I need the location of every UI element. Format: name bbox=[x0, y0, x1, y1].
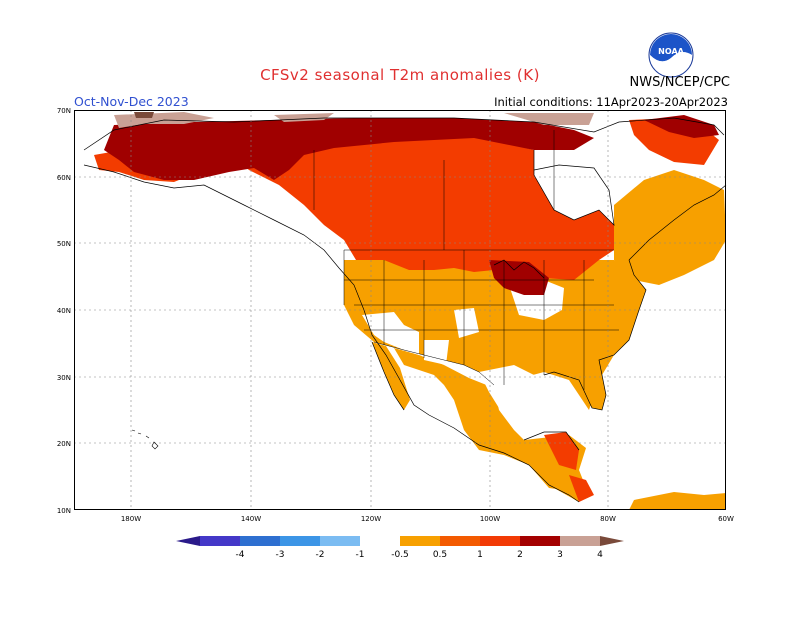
colorbar-segment bbox=[560, 536, 600, 546]
colorbar-label: -2 bbox=[316, 550, 325, 560]
hawaii-islands bbox=[131, 429, 159, 450]
latitude-tick-label: 50N bbox=[57, 240, 71, 248]
colorbar-segment bbox=[280, 536, 320, 546]
latitude-tick-label: 60N bbox=[57, 174, 71, 182]
anomaly-shading-orange bbox=[344, 170, 726, 510]
political-borders bbox=[313, 130, 619, 390]
colorbar-label: -4 bbox=[236, 550, 245, 560]
latitude-tick-label: 30N bbox=[57, 374, 71, 382]
colorbar-label: -0.5 bbox=[391, 550, 409, 560]
anomaly-map: 70N 60N 50N 40N 30N 20N 10N 180W 140W 120W 100W 80… bbox=[57, 107, 734, 523]
latitude-tick-label: 10N bbox=[57, 507, 71, 515]
colorbar-label: 2 bbox=[517, 550, 523, 560]
longitude-tick-label: 120W bbox=[361, 515, 381, 523]
latitude-tick-label: 70N bbox=[57, 107, 71, 115]
logo-text: NOAA bbox=[658, 47, 684, 56]
colorbar-segment bbox=[200, 536, 240, 546]
colorbar-label: 4 bbox=[597, 550, 603, 560]
colorbar-segment bbox=[320, 536, 360, 546]
map-title: CFSv2 seasonal T2m anomalies (K) bbox=[260, 66, 540, 84]
latitude-tick-label: 20N bbox=[57, 440, 71, 448]
colorbar-label: 3 bbox=[557, 550, 563, 560]
colorbar-label: 1 bbox=[477, 550, 483, 560]
initial-conditions-label: Initial conditions: 11Apr2023-20Apr2023 bbox=[494, 95, 728, 109]
graticule bbox=[74, 110, 726, 510]
colorbar-segment bbox=[360, 536, 400, 546]
colorbar-label: -1 bbox=[356, 550, 365, 560]
colorbar: -4 -3 -2 -1 -0.5 0.5 1 2 3 4 bbox=[176, 536, 624, 560]
longitude-tick-label: 140W bbox=[241, 515, 261, 523]
colorbar-min-arrow bbox=[176, 536, 200, 546]
colorbar-max-arrow bbox=[600, 536, 624, 546]
longitude-tick-label: 180W bbox=[121, 515, 141, 523]
latitude-labels: 70N 60N 50N 40N 30N 20N 10N bbox=[57, 107, 71, 515]
latitude-tick-label: 40N bbox=[57, 307, 71, 315]
colorbar-segment bbox=[240, 536, 280, 546]
colorbar-segment bbox=[440, 536, 480, 546]
longitude-labels: 180W 140W 120W 100W 80W 60W bbox=[121, 515, 734, 523]
longitude-tick-label: 100W bbox=[480, 515, 500, 523]
colorbar-segment bbox=[480, 536, 520, 546]
colorbar-segment bbox=[400, 536, 440, 546]
season-label: Oct-Nov-Dec 2023 bbox=[74, 94, 189, 109]
noaa-logo: NOAA bbox=[648, 32, 694, 78]
longitude-tick-label: 80W bbox=[600, 515, 616, 523]
colorbar-label: 0.5 bbox=[433, 550, 447, 560]
longitude-tick-label: 60W bbox=[718, 515, 734, 523]
colorbar-label: -3 bbox=[276, 550, 285, 560]
colorbar-segment bbox=[520, 536, 560, 546]
agency-label: NWS/NCEP/CPC bbox=[629, 75, 730, 90]
